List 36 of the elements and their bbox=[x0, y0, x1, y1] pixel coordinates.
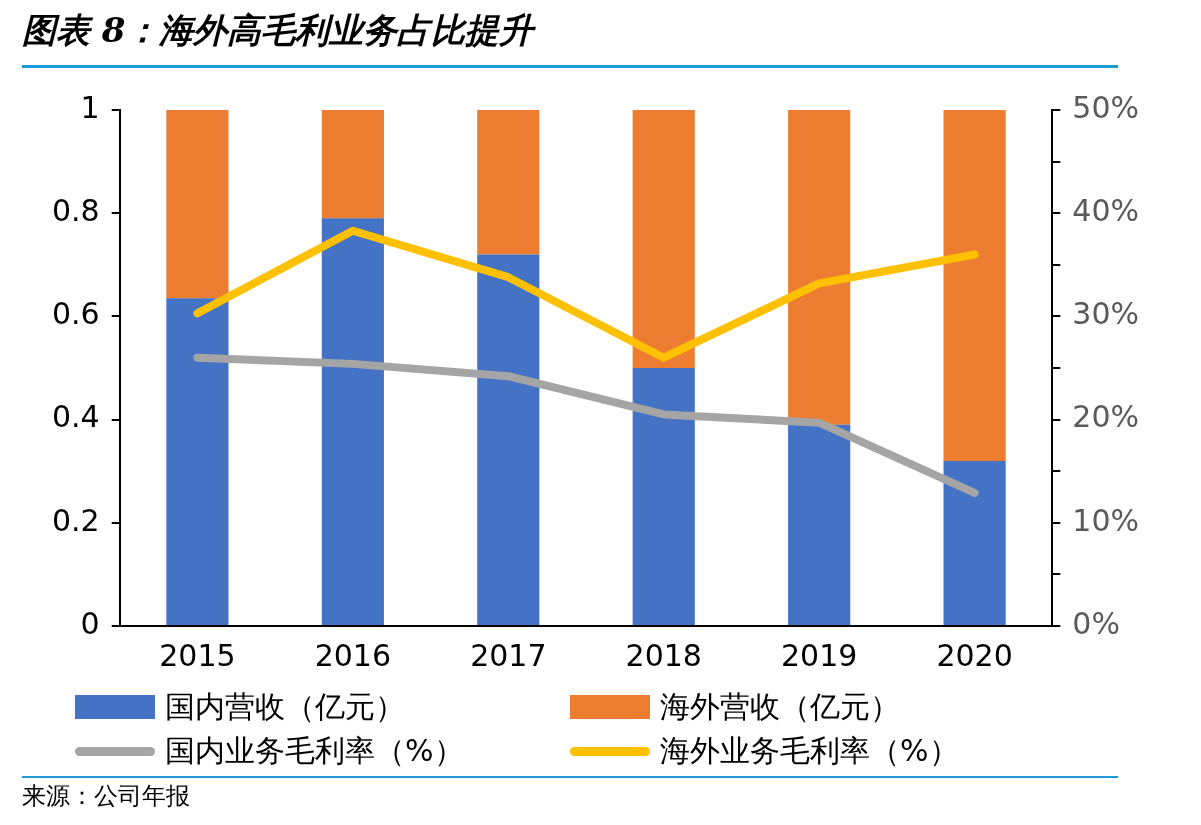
y-tick-label: 0 bbox=[80, 605, 100, 641]
x-tick-label: 2019 bbox=[780, 637, 858, 673]
bar bbox=[166, 110, 229, 299]
y-tick-label: 0.6 bbox=[51, 296, 100, 332]
x-tick-label: 2015 bbox=[159, 637, 236, 673]
y2-tick-label: 30% bbox=[1072, 296, 1140, 332]
legend-label: 海外营收（亿元） bbox=[660, 687, 900, 726]
bar bbox=[321, 218, 384, 625]
y2-tick-label: 20% bbox=[1072, 399, 1140, 435]
x-tick-label: 2016 bbox=[314, 637, 392, 673]
x-tick-label: 2018 bbox=[625, 637, 702, 673]
bar bbox=[788, 424, 851, 625]
y2-tick-label: 50% bbox=[1072, 89, 1140, 125]
x-tick-label: 2017 bbox=[470, 637, 547, 673]
legend-label: 国内业务毛利率（%） bbox=[165, 731, 464, 770]
bar bbox=[943, 460, 1006, 625]
source-note: 来源：公司年报 bbox=[22, 781, 190, 812]
y2-tick-label: 40% bbox=[1072, 193, 1140, 228]
bar bbox=[477, 110, 540, 255]
y-tick-label: 1 bbox=[80, 89, 100, 125]
legend-label: 国内营收（亿元） bbox=[165, 687, 405, 726]
bar bbox=[788, 110, 851, 425]
bar bbox=[632, 368, 695, 625]
chart-title: 图表 8：海外高毛利业务占比提升 bbox=[22, 9, 534, 52]
bar bbox=[321, 110, 384, 219]
bar bbox=[166, 298, 229, 625]
x-tick-label: 2020 bbox=[936, 637, 1013, 673]
bar bbox=[943, 110, 1006, 461]
y-tick-label: 0.4 bbox=[51, 399, 100, 435]
y2-tick-label: 0% bbox=[1072, 605, 1120, 641]
y-tick-label: 0.8 bbox=[51, 193, 100, 228]
y-tick-label: 0.2 bbox=[51, 502, 100, 538]
legend-label: 海外业务毛利率（%） bbox=[660, 731, 959, 770]
y2-tick-label: 10% bbox=[1072, 502, 1140, 538]
bar bbox=[477, 254, 540, 625]
bar bbox=[632, 110, 695, 368]
